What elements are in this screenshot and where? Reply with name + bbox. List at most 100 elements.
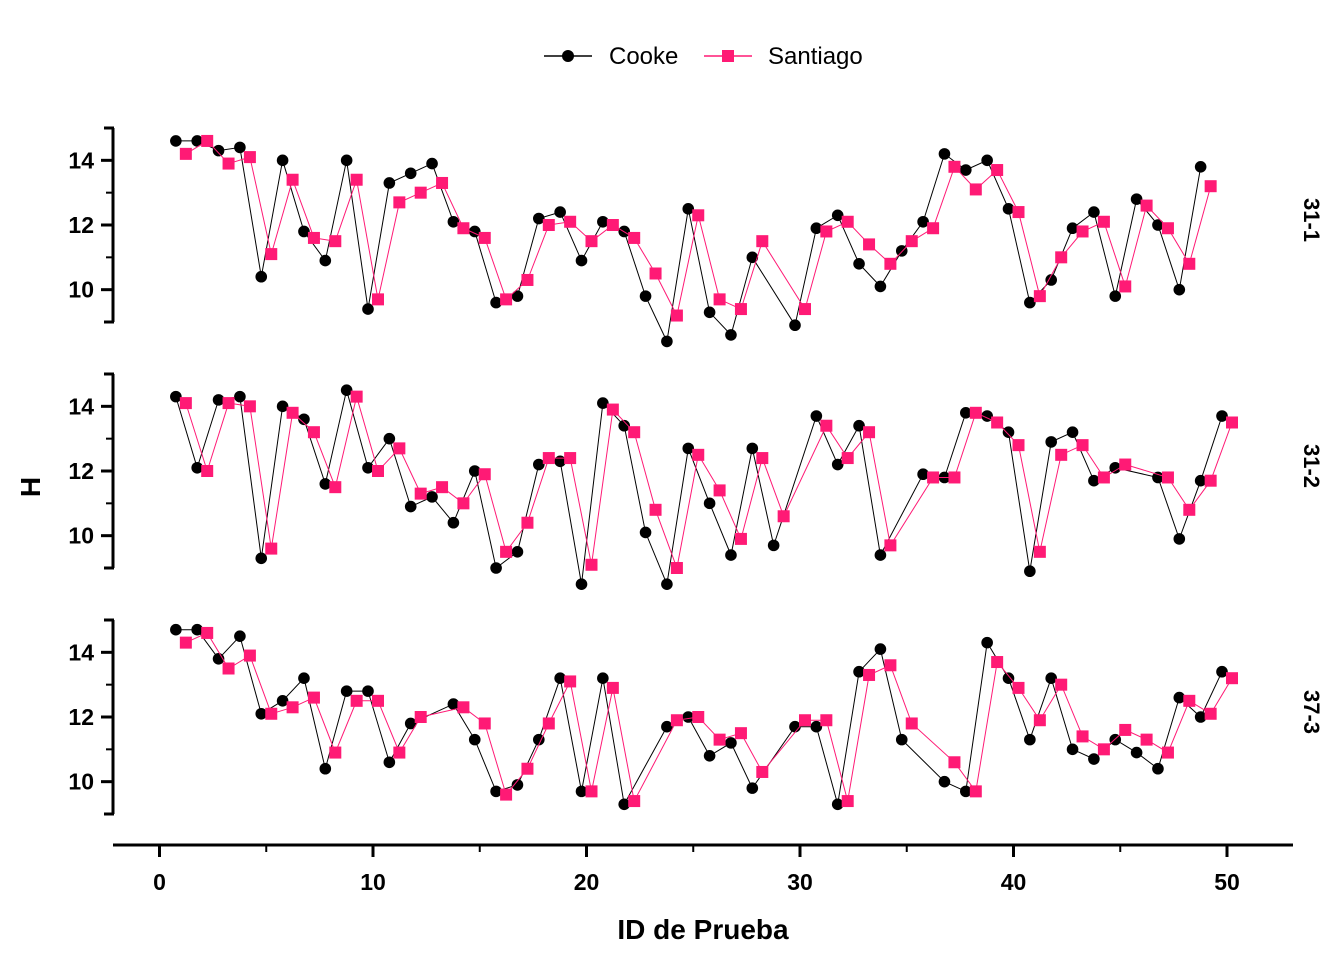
data-point — [1097, 471, 1110, 484]
data-point — [255, 552, 268, 565]
y-tick-label: 14 — [68, 147, 94, 173]
data-point — [810, 410, 823, 422]
data-point — [874, 643, 887, 655]
y-tick-label: 12 — [68, 212, 94, 238]
y-tick-label: 14 — [68, 393, 94, 419]
data-point — [1173, 283, 1186, 296]
data-point — [383, 177, 396, 189]
data-point — [1152, 471, 1164, 484]
data-point — [319, 478, 332, 490]
data-point — [298, 225, 310, 238]
data-point — [298, 672, 310, 684]
data-point — [1173, 691, 1186, 704]
data-point — [414, 711, 427, 723]
series-line — [185, 632, 1233, 803]
data-point — [511, 779, 524, 791]
data-point — [960, 785, 972, 798]
data-point — [703, 497, 716, 510]
data-point — [1088, 206, 1100, 218]
data-point — [521, 516, 534, 529]
data-point — [1161, 471, 1174, 484]
data-point — [457, 222, 470, 235]
panel-label: 37-3 — [1299, 690, 1324, 734]
data-point — [478, 468, 491, 481]
data-point — [500, 788, 513, 801]
data-point — [222, 662, 235, 675]
data-point — [372, 694, 384, 707]
data-point — [307, 231, 320, 244]
x-tick-label: 40 — [1001, 869, 1027, 895]
x-tick-label: 10 — [360, 869, 386, 895]
data-point — [286, 406, 299, 419]
data-point — [1194, 711, 1207, 723]
data-point — [1002, 426, 1015, 439]
data-point — [1140, 199, 1153, 212]
data-point — [628, 231, 641, 244]
data-point — [853, 419, 865, 432]
data-point — [1119, 280, 1132, 293]
data-point — [201, 465, 214, 477]
panels: 10 12 14 31-1 10 12 14 31-2 10 12 14 37-3 — [68, 126, 1324, 816]
data-point — [618, 419, 630, 432]
data-point — [746, 442, 759, 455]
data-point — [542, 717, 555, 730]
data-point — [414, 487, 427, 500]
y-tick-label: 10 — [68, 277, 94, 303]
legend-item-santiago: Santiago — [704, 43, 863, 70]
data-point — [606, 403, 619, 416]
data-point — [810, 720, 823, 733]
x-tick-label: 50 — [1214, 869, 1240, 895]
data-point — [905, 235, 918, 248]
data-point — [734, 727, 747, 740]
data-point — [340, 154, 353, 167]
data-point — [1055, 678, 1068, 691]
data-point — [692, 448, 705, 461]
data-point — [831, 458, 844, 471]
data-point — [585, 785, 598, 798]
data-point — [948, 160, 961, 173]
data-point — [490, 562, 502, 574]
data-point — [703, 750, 716, 762]
data-point — [1161, 222, 1174, 235]
data-point — [191, 461, 203, 474]
data-point — [917, 468, 929, 481]
data-point — [756, 235, 769, 248]
y-axis-title: H — [15, 477, 46, 497]
data-point — [222, 157, 235, 170]
data-point — [511, 546, 524, 558]
data-point — [1216, 665, 1228, 678]
panel-31-1: 10 12 14 31-1 — [68, 126, 1324, 348]
data-point — [457, 497, 470, 510]
x-axis-title: ID de Prueba — [617, 914, 789, 945]
data-point — [1076, 439, 1089, 452]
data-point — [703, 306, 716, 319]
data-point — [542, 219, 555, 231]
data-point — [500, 293, 513, 306]
data-point — [500, 545, 513, 558]
data-point — [820, 225, 833, 238]
data-point — [319, 762, 332, 775]
data-point — [746, 251, 759, 264]
data-point — [362, 461, 374, 474]
data-point — [307, 426, 320, 439]
series-santiago — [179, 626, 1238, 808]
data-point — [597, 215, 609, 228]
data-point — [1161, 746, 1174, 759]
data-point — [383, 432, 396, 445]
legend-marker — [562, 50, 574, 62]
data-point — [649, 503, 662, 516]
data-point — [393, 442, 406, 455]
data-point — [661, 720, 673, 733]
data-point — [1045, 274, 1057, 286]
data-point — [533, 733, 545, 746]
data-point — [670, 562, 683, 574]
data-point — [468, 733, 481, 746]
data-point — [841, 452, 854, 465]
data-point — [756, 765, 769, 778]
data-point — [725, 737, 737, 749]
data-point — [981, 154, 993, 167]
series-cooke — [170, 384, 1228, 590]
data-point — [1194, 161, 1207, 173]
data-point — [179, 147, 192, 160]
